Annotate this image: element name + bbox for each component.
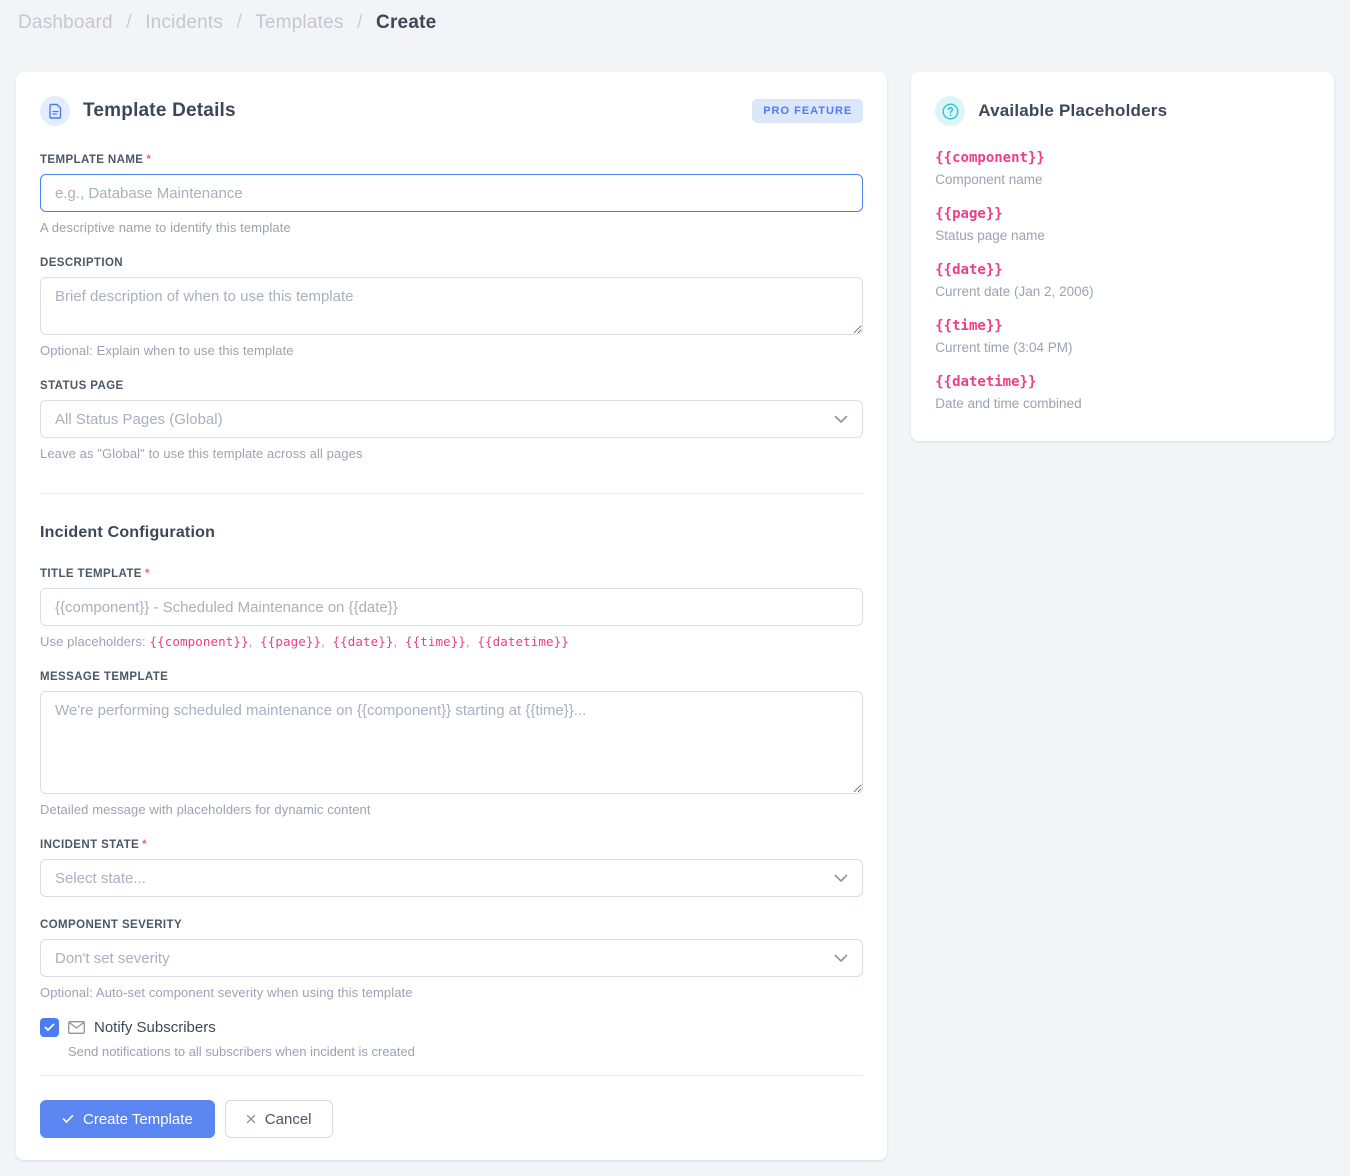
notify-subscribers-checkbox[interactable] (40, 1018, 59, 1037)
incident-state-selected-value: Select state... (55, 869, 146, 887)
envelope-icon (68, 1021, 85, 1034)
description-textarea[interactable] (40, 277, 864, 335)
placeholders-header: Available Placeholders (935, 96, 1310, 126)
template-name-input[interactable] (40, 174, 864, 212)
message-template-help: Detailed message with placeholders for d… (40, 802, 371, 817)
pro-feature-badge: PRO FEATURE (752, 99, 864, 123)
available-placeholders-card: Available Placeholders {{component}} Com… (911, 72, 1334, 441)
incident-state-field: INCIDENT STATE * Select state... (40, 839, 864, 897)
form-actions: Create Template Cancel (40, 1100, 863, 1138)
placeholder-code: {{time}} (404, 634, 466, 649)
create-template-button[interactable]: Create Template (40, 1100, 215, 1138)
breadcrumb-dashboard[interactable]: Dashboard (18, 12, 113, 33)
placeholder-description: Component name (935, 172, 1043, 187)
breadcrumb-separator: / (126, 12, 132, 33)
placeholder-code: {{datetime}} (935, 374, 1037, 390)
placeholder-code: {{page}} (260, 634, 322, 649)
placeholder-code: {{time}} (935, 318, 1003, 334)
title-template-input[interactable] (40, 588, 864, 626)
notify-subscribers-help: Send notifications to all subscribers wh… (68, 1044, 415, 1059)
placeholder-description: Current time (3:04 PM) (935, 340, 1073, 355)
incident-state-select[interactable]: Select state... (40, 859, 864, 897)
breadcrumb-current: Create (376, 12, 437, 33)
list-item: {{datetime}} Date and time combined (935, 374, 1310, 413)
title-template-field: TITLE TEMPLATE* Use placeholders: {{comp… (40, 568, 864, 649)
document-icon (40, 96, 70, 126)
placeholder-code: {{component}} (935, 150, 1045, 166)
notify-subscribers-group: Notify Subscribers Send notifications to… (40, 1018, 863, 1059)
breadcrumb: Dashboard / Incidents / Templates / Crea… (16, 8, 1334, 34)
status-page-field: STATUS PAGE All Status Pages (Global) Le… (40, 380, 864, 461)
component-severity-selected-value: Don't set severity (55, 949, 170, 967)
close-icon (246, 1114, 256, 1124)
placeholders-title: Available Placeholders (978, 101, 1168, 120)
check-icon (62, 1114, 74, 1124)
template-name-label: TEMPLATE NAME * (40, 154, 152, 166)
check-icon (44, 1023, 55, 1031)
placeholder-list: {{component}} Component name {{page}} St… (935, 150, 1310, 413)
list-item: {{page}} Status page name (935, 206, 1310, 245)
title-template-help: Use placeholders: {{component}}, {{page}… (40, 634, 569, 649)
breadcrumb-separator: / (236, 12, 243, 33)
required-mark: * (142, 839, 147, 851)
chevron-down-icon (834, 954, 848, 962)
component-severity-select[interactable]: Don't set severity (40, 939, 864, 977)
incident-configuration-heading: Incident Configuration (40, 524, 216, 541)
message-template-label: MESSAGE TEMPLATE (40, 671, 169, 683)
title-template-label: TITLE TEMPLATE * (40, 568, 150, 580)
description-help: Optional: Explain when to use this templ… (40, 343, 294, 358)
placeholder-description: Date and time combined (935, 396, 1082, 411)
cancel-button[interactable]: Cancel (224, 1100, 333, 1138)
required-mark: * (144, 568, 150, 580)
footer-divider (40, 1075, 864, 1076)
component-severity-help: Optional: Auto-set component severity wh… (40, 985, 413, 1000)
placeholder-code: {{component}} (149, 634, 249, 649)
message-template-textarea[interactable] (40, 691, 864, 794)
list-item: {{date}} Current date (Jan 2, 2006) (935, 262, 1310, 301)
section-divider (40, 493, 864, 494)
chevron-down-icon (834, 415, 848, 423)
status-page-label: STATUS PAGE (40, 380, 124, 392)
status-page-help: Leave as "Global" to use this template a… (40, 446, 363, 461)
component-severity-field: COMPONENT SEVERITY Don't set severity Op… (40, 919, 864, 1000)
placeholder-code: {{datetime}} (477, 634, 569, 649)
template-name-field: TEMPLATE NAME* A descriptive name to ide… (40, 154, 864, 235)
list-item: {{time}} Current time (3:04 PM) (935, 318, 1310, 357)
breadcrumb-incidents[interactable]: Incidents (145, 12, 224, 33)
placeholder-code: {{page}} (935, 206, 1003, 222)
message-template-field: MESSAGE TEMPLATE Detailed message with p… (40, 671, 864, 817)
card-header: Template Details PRO FEATURE (40, 96, 864, 126)
placeholder-code: {{date}} (332, 634, 394, 649)
list-item: {{component}} Component name (935, 150, 1310, 189)
breadcrumb-separator: / (357, 12, 363, 33)
description-field: DESCRIPTION Optional: Explain when to us… (40, 257, 864, 358)
incident-state-label: INCIDENT STATE * (40, 839, 147, 851)
required-mark: * (146, 154, 152, 166)
page-title: Template Details (83, 100, 236, 121)
placeholder-description: Current date (Jan 2, 2006) (935, 284, 1094, 299)
status-page-selected-value: All Status Pages (Global) (55, 410, 223, 428)
placeholder-description: Status page name (935, 228, 1045, 243)
question-icon (935, 96, 966, 126)
notify-subscribers-label[interactable]: Notify Subscribers (68, 1019, 216, 1036)
template-name-help: A descriptive name to identify this temp… (40, 220, 291, 235)
template-details-card: Template Details PRO FEATURE TEMPLATE NA… (16, 72, 888, 1160)
component-severity-label: COMPONENT SEVERITY (40, 919, 183, 931)
chevron-down-icon (834, 874, 848, 882)
status-page-select[interactable]: All Status Pages (Global) (40, 400, 864, 438)
placeholder-code: {{date}} (935, 262, 1003, 278)
breadcrumb-templates[interactable]: Templates (255, 12, 344, 33)
description-label: DESCRIPTION (40, 257, 123, 269)
